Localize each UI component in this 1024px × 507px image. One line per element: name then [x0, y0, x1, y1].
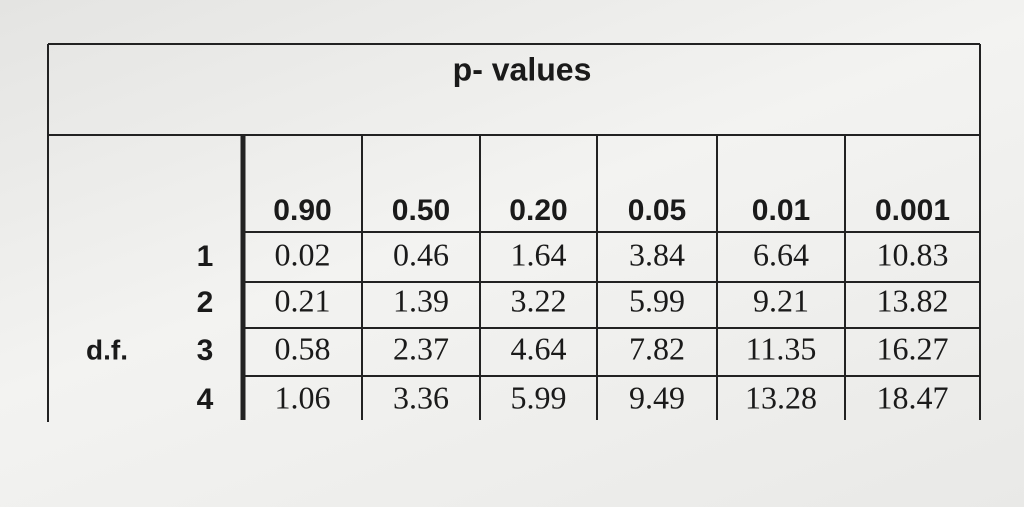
cell-value: 9.21: [753, 282, 809, 318]
df-label: 4: [197, 383, 214, 416]
column-header: 0.20: [509, 194, 567, 227]
cell-value: 5.99: [511, 379, 567, 415]
cell-value: 4.64: [511, 330, 567, 366]
cell-value: 18.47: [877, 379, 949, 415]
column-header: 0.01: [752, 194, 810, 227]
cell-value: 3.84: [629, 236, 685, 272]
cell-value: 6.64: [753, 236, 809, 272]
column-header: 0.90: [273, 194, 331, 227]
column-header: 0.05: [628, 194, 686, 227]
cell-value: 7.82: [629, 330, 685, 366]
cell-value: 3.36: [393, 379, 449, 415]
column-header: 0.50: [392, 194, 450, 227]
cell-value: 0.02: [275, 236, 331, 272]
df-label: 2: [197, 286, 214, 319]
table-title: p- values: [453, 51, 592, 87]
cell-value: 11.35: [746, 330, 817, 366]
cell-value: 0.46: [393, 236, 449, 272]
cell-value: 0.21: [275, 282, 331, 318]
cell-value: 9.49: [629, 379, 685, 415]
cell-value: 10.83: [877, 236, 949, 272]
side-label: d.f.: [86, 334, 128, 365]
cell-value: 1.64: [511, 236, 567, 272]
cell-value: 16.27: [877, 330, 949, 366]
column-header: 0.001: [875, 194, 950, 227]
cell-value: 3.22: [511, 282, 567, 318]
cell-value: 2.37: [393, 330, 449, 366]
df-label: 1: [197, 240, 214, 273]
cell-value: 13.82: [877, 282, 949, 318]
cell-value: 1.06: [275, 379, 331, 415]
cell-value: 5.99: [629, 282, 685, 318]
df-label: 3: [197, 334, 214, 367]
cell-value: 1.39: [393, 282, 449, 318]
cell-value: 13.28: [745, 379, 817, 415]
cell-value: 0.58: [275, 330, 331, 366]
